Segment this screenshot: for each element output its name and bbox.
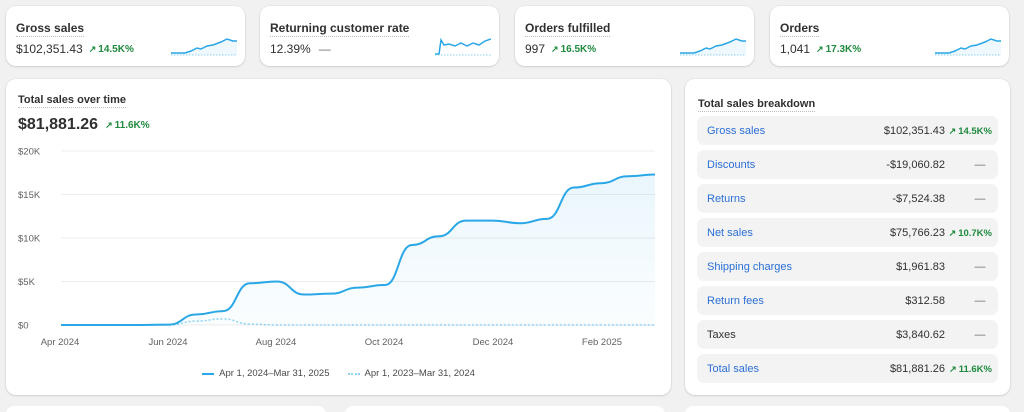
arrow-up-right-icon: ↗ bbox=[105, 119, 113, 130]
arrow-up-right-icon: ↗ bbox=[88, 43, 97, 54]
arrow-up-right-icon: ↗ bbox=[949, 363, 957, 374]
delta-badge: ↗ 17.3K% bbox=[816, 43, 862, 55]
sparkline bbox=[171, 38, 237, 56]
y-tick-label: $15K bbox=[18, 190, 41, 201]
total-sales-chart[interactable]: $0 $5K $10K $15K $20K Apr 2024 Jun 2024 Aug 202… bbox=[6, 79, 671, 364]
series-line-current bbox=[60, 173, 656, 326]
metric-card-returning-customer-rate[interactable]: Returning customer rate 12.39% — bbox=[260, 6, 499, 66]
sparkline bbox=[680, 38, 746, 56]
delta-badge: ↗ 16.5K% bbox=[551, 43, 597, 55]
next-card-edge bbox=[345, 406, 665, 412]
metric-value: 12.39% bbox=[270, 42, 311, 56]
breakdown-row-label[interactable]: Returns bbox=[707, 192, 746, 205]
breakdown-row-change: ↗ 14.5K% bbox=[947, 125, 992, 137]
total-sales-value: $81,881.26 bbox=[18, 116, 99, 133]
breakdown-row-change: ↗ 10.7K% bbox=[947, 227, 992, 239]
breakdown-row-amount: -$19,060.82 bbox=[886, 158, 945, 171]
next-card-edge bbox=[685, 406, 1010, 412]
breakdown-title[interactable]: Total sales breakdown bbox=[698, 98, 816, 112]
metric-title[interactable]: Gross sales bbox=[16, 21, 85, 37]
breakdown-row-amount: $312.58 bbox=[905, 294, 945, 307]
arrow-up-right-icon: ↗ bbox=[948, 125, 957, 136]
breakdown-row-amount: $3,840.62 bbox=[896, 328, 945, 341]
next-card-edge bbox=[6, 406, 326, 412]
chart-title[interactable]: Total sales over time bbox=[18, 94, 127, 108]
breakdown-row: Taxes $3,840.62 — bbox=[697, 320, 998, 349]
breakdown-row-label[interactable]: Total sales bbox=[707, 362, 759, 375]
no-change-dash: — bbox=[318, 42, 331, 56]
no-change-dash: — bbox=[974, 328, 986, 341]
no-change-dash: — bbox=[974, 260, 986, 273]
breakdown-row[interactable]: Shipping charges $1,961.83 — bbox=[697, 252, 998, 281]
metric-title[interactable]: Orders fulfilled bbox=[525, 21, 611, 37]
breakdown-row[interactable]: Returns -$7,524.38 — bbox=[697, 184, 998, 213]
breakdown-row-change: — bbox=[947, 261, 992, 273]
breakdown-row-label[interactable]: Shipping charges bbox=[707, 260, 793, 273]
delta-badge: ↗ 14.5K% bbox=[88, 43, 134, 55]
breakdown-row-change: — bbox=[947, 193, 992, 205]
x-tick-label: Dec 2024 bbox=[473, 337, 514, 348]
y-tick-label: $0 bbox=[18, 321, 29, 332]
breakdown-row[interactable]: Total sales $81,881.26 ↗ 11.6K% bbox=[697, 354, 998, 383]
breakdown-row-label[interactable]: Discounts bbox=[707, 158, 756, 171]
breakdown-row-label[interactable]: Net sales bbox=[707, 226, 753, 239]
x-tick-label: Feb 2025 bbox=[582, 337, 622, 348]
total-sales-over-time-card: Total sales over time $81,881.26 ↗ 11.6K%… bbox=[6, 79, 671, 395]
breakdown-row-label: Taxes bbox=[707, 328, 736, 341]
metric-value: $102,351.43 bbox=[16, 42, 83, 56]
y-tick-label: $5K bbox=[18, 277, 36, 288]
legend-item-previous[interactable]: Apr 1, 2023–Mar 31, 2024 bbox=[347, 368, 475, 379]
legend-swatch-dotted bbox=[347, 372, 360, 375]
legend-item-current[interactable]: Apr 1, 2024–Mar 31, 2025 bbox=[202, 368, 330, 379]
arrow-up-right-icon: ↗ bbox=[551, 43, 559, 54]
no-change-dash: — bbox=[974, 192, 986, 205]
metric-card-orders-fulfilled[interactable]: Orders fulfilled 997 ↗ 16.5K% bbox=[515, 6, 754, 66]
delta-badge: ↗ 11.6K% bbox=[949, 363, 992, 375]
breakdown-row-change: — bbox=[947, 329, 992, 341]
metric-title[interactable]: Orders bbox=[780, 21, 820, 37]
breakdown-row-label[interactable]: Gross sales bbox=[707, 124, 766, 137]
delta-badge: ↗ 14.5K% bbox=[948, 125, 992, 137]
breakdown-row[interactable]: Net sales $75,766.23 ↗ 10.7K% bbox=[697, 218, 998, 247]
breakdown-row-amount: $81,881.26 bbox=[889, 362, 945, 375]
x-tick-label: Jun 2024 bbox=[148, 337, 187, 348]
arrow-up-right-icon: ↗ bbox=[948, 227, 957, 238]
breakdown-row-amount: $1,961.83 bbox=[896, 260, 945, 273]
no-change-dash: — bbox=[974, 158, 986, 171]
breakdown-row-change: — bbox=[947, 159, 992, 171]
no-change-dash: — bbox=[974, 294, 986, 307]
metric-value: 997 bbox=[525, 42, 546, 56]
breakdown-row-change: — bbox=[947, 295, 992, 307]
breakdown-row-amount: $102,351.43 bbox=[883, 124, 945, 137]
breakdown-row-change: ↗ 11.6K% bbox=[947, 363, 992, 375]
delta-badge: ↗ 10.7K% bbox=[948, 227, 992, 239]
sparkline bbox=[935, 38, 1001, 56]
chart-legend: Apr 1, 2024–Mar 31, 2025 Apr 1, 2023–Mar… bbox=[6, 368, 671, 379]
legend-swatch-solid bbox=[202, 372, 215, 375]
breakdown-row-amount: -$7,524.38 bbox=[892, 192, 945, 205]
sparkline bbox=[435, 37, 491, 56]
x-tick-label: Aug 2024 bbox=[256, 337, 297, 348]
metric-card-gross-sales[interactable]: Gross sales $102,351.43 ↗ 14.5K% bbox=[6, 6, 245, 66]
y-tick-label: $10K bbox=[18, 234, 41, 245]
breakdown-row-amount: $75,766.23 bbox=[889, 226, 945, 239]
delta-badge: ↗ 11.6K% bbox=[105, 119, 150, 131]
metric-card-orders[interactable]: Orders 1,041 ↗ 17.3K% bbox=[770, 6, 1009, 66]
total-sales-breakdown-card: Total sales breakdown Gross sales $102,35… bbox=[685, 79, 1010, 395]
series-area-current bbox=[61, 174, 655, 325]
y-tick-label: $20K bbox=[18, 147, 41, 158]
breakdown-row[interactable]: Return fees $312.58 — bbox=[697, 286, 998, 315]
breakdown-row[interactable]: Discounts -$19,060.82 — bbox=[697, 150, 998, 179]
metric-title[interactable]: Returning customer rate bbox=[270, 21, 410, 37]
breakdown-row[interactable]: Gross sales $102,351.43 ↗ 14.5K% bbox=[697, 116, 998, 145]
breakdown-row-label[interactable]: Return fees bbox=[707, 294, 764, 307]
total-sales-value-row: $81,881.26 ↗ 11.6K% bbox=[18, 116, 150, 134]
metric-value: 1,041 bbox=[780, 42, 811, 56]
x-tick-label: Apr 2024 bbox=[41, 337, 80, 348]
x-tick-label: Oct 2024 bbox=[365, 337, 404, 348]
arrow-up-right-icon: ↗ bbox=[816, 43, 824, 54]
